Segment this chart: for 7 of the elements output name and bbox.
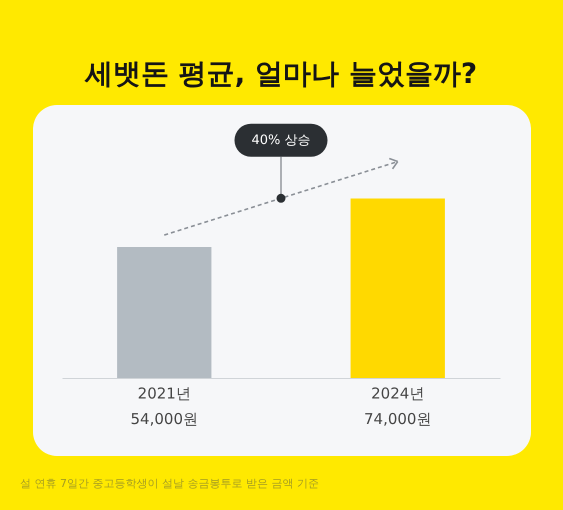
text: 40% 상승 — [251, 132, 311, 148]
text: 설 연휴 7일간 중고등학생이 설날 송금봉투로 받은 금액 기준 — [20, 477, 319, 490]
data-label: 54,000원 — [130, 410, 198, 428]
data-label: 74,000원 — [364, 410, 432, 428]
x-tick-label: 2024년 — [371, 384, 424, 402]
chart-title: 세뱃돈 평균, 얼마나 늘었을까? — [84, 57, 478, 90]
x-tick-label: 2021년 — [138, 384, 191, 402]
